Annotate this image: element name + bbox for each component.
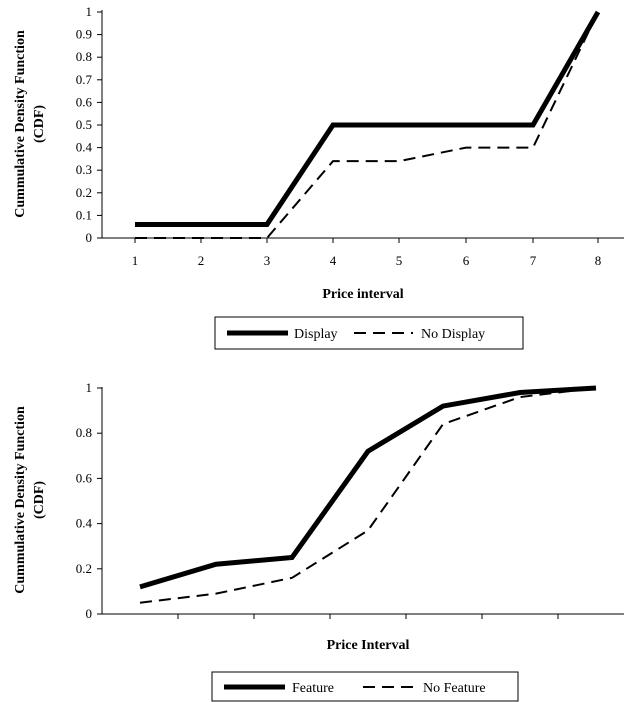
x-tick-label: 3 [264,253,271,268]
series-line-no-display [135,11,599,239]
y-tick-label: 0.6 [76,94,93,109]
y-axis-title-line2: (CDF) [32,481,47,519]
y-axis-title-line1: Cummulative Density Function [13,406,28,594]
y-tick-label: 0 [86,606,93,621]
y-tick-label: 0.5 [76,117,92,132]
y-axis-title: Cummulative Density Function (CDF) [13,406,47,594]
x-axis-title: Price Interval [327,638,410,653]
y-tick-label: 0.4 [76,516,93,531]
x-tick-label: 8 [595,253,602,268]
y-tick-label: 0.3 [76,162,92,177]
series-line-feature [139,385,597,590]
legend: Feature No Feature [211,671,519,702]
x-ticks: 1 2 3 4 5 6 7 8 [132,238,602,268]
y-ticks: 0 0.1 0.2 0.3 0.4 0.5 0.6 0.7 0.8 0.9 1 [76,4,102,245]
y-tick-label: 0.8 [76,49,92,64]
y-tick-label: 0.2 [76,561,92,576]
y-tick-label: 0 [86,230,93,245]
series-group [135,10,601,239]
x-tick-label: 5 [396,253,403,268]
x-ticks [177,614,559,619]
y-tick-label: 0.9 [76,27,92,42]
y-tick-label: 0.8 [76,425,92,440]
y-tick-label: 0.1 [76,207,92,222]
y-axis-title-line2: (CDF) [32,105,47,143]
y-tick-label: 0.4 [76,140,93,155]
y-tick-label: 0.2 [76,185,92,200]
series-line-no-feature [139,387,597,604]
x-tick-label: 6 [463,253,470,268]
series-group [139,385,597,604]
legend-label-display: Display [294,327,338,342]
y-tick-label: 1 [86,4,93,19]
x-tick-label: 7 [530,253,537,268]
legend-label-feature: Feature [292,681,334,696]
x-axis-title: Price interval [322,287,403,302]
chart-feature: Cummulative Density Function (CDF) 00.20… [13,380,624,702]
y-tick-label: 0.6 [76,470,93,485]
x-tick-label: 2 [198,253,205,268]
legend: Display No Display [214,316,524,350]
y-tick-label: 1 [86,380,93,395]
y-axis-title-line1: Cummulative Density Function [13,30,28,218]
chart-display: Cummulative Density Function (CDF) 00.10… [13,4,624,350]
legend-label-no-display: No Display [421,327,485,342]
y-tick-label: 0.7 [76,72,93,87]
legend-label-no-feature: No Feature [423,681,486,696]
series-line-display [135,10,601,227]
x-tick-label: 4 [330,253,337,268]
y-ticks: 0 0.2 0.4 0.6 0.8 1 [76,380,102,621]
y-axis-title: Cummulative Density Function (CDF) [13,30,47,218]
x-tick-label: 1 [132,253,139,268]
